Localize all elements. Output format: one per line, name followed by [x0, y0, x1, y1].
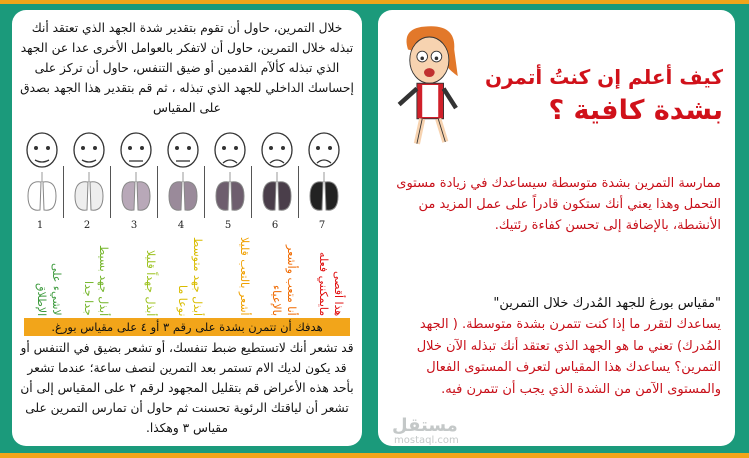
scale-number: 3: [130, 220, 138, 231]
face-and-lungs-icon: [308, 132, 340, 211]
warning-text: قد تشعر أنك لاتستطيع ضبط تنفسك، أو تشعر …: [20, 341, 354, 435]
watermark-logo: مستقل: [392, 415, 458, 436]
face-and-lungs-icon: [167, 132, 199, 211]
face-and-lungs-icon: [214, 132, 246, 211]
intro-text: خلال التمرين، حاول أن تقوم بتقدير شدة ال…: [20, 21, 354, 115]
borg-scale: 1 لاشيء على الإطلاق 2 أبذل جهد بسيط جدا جد…: [18, 126, 356, 316]
scale-divider: [298, 166, 299, 218]
scale-number: 1: [36, 220, 44, 231]
scale-label: هذا أقصى مايمكنني فعله: [317, 251, 345, 316]
scale-label: أبذل جهد بسيط جدا جدا: [82, 244, 110, 316]
face-and-lungs-icon: [261, 132, 293, 211]
borg-description: يساعدك لتقرر ما إذا كنت تتمرن بشدة متوسط…: [416, 317, 721, 397]
goal-highlight: هدفك أن تتمرن بشدة على رقم ٣ أو ٤ على مق…: [24, 318, 350, 336]
scale-level-7: 7 هذا أقصى مايمكنني فعله: [300, 126, 345, 316]
benefit-text: ممارسة التمرين بشدة متوسطة سيساعدك في زي…: [396, 176, 721, 233]
scale-level-5: 5 أشعر بالتعب قليلا: [206, 126, 252, 316]
watermark-url: mostaql.com: [394, 435, 459, 446]
scale-number: 7: [318, 220, 326, 231]
face-and-lungs-icon: [26, 132, 58, 211]
scale-level-2: 2 أبذل جهد بسيط جدا جدا: [65, 126, 111, 316]
info-card: كيف أعلم إن كنتُ أتمرن بشدة كافية ؟ ممار…: [378, 10, 735, 446]
borg-scale-card: خلال التمرين، حاول أن تقوم بتقدير شدة ال…: [12, 10, 362, 446]
face-and-lungs-icon: [120, 132, 152, 211]
scale-divider: [110, 166, 111, 218]
scale-label: أنا متعب وأشعر بالإعياء: [270, 245, 298, 316]
borg-scale-heading: "مقياس بورغ للجهد المُدرك خلال التمرين": [493, 296, 721, 311]
title-line-1: كيف أعلم إن كنتُ أتمرن: [484, 65, 723, 89]
scale-number: 2: [83, 220, 91, 231]
page-title: كيف أعلم إن كنتُ أتمرن بشدة كافية ؟: [473, 60, 723, 128]
scale-divider: [157, 166, 158, 218]
scale-level-3: 3 أبذل جهداً قليلا: [112, 126, 158, 316]
scale-number: 6: [271, 220, 279, 231]
scale-divider: [63, 166, 64, 218]
face-and-lungs-icon: [73, 132, 105, 211]
scale-level-6: 6 أنا متعب وأشعر بالإعياء: [253, 126, 299, 316]
scale-number: 5: [224, 220, 232, 231]
scale-divider: [204, 166, 205, 218]
scale-label: أشعر بالتعب قليلا: [238, 237, 251, 316]
scale-divider: [251, 166, 252, 218]
scale-number: 4: [177, 220, 185, 231]
scale-level-4: 4 أبذل جهد متوسط نوعا ما: [159, 126, 205, 316]
tired-runner-illustration: [397, 26, 458, 145]
title-line-2: بشدة كافية ؟: [548, 95, 723, 126]
scale-label: أبذل جهداً قليلا: [144, 249, 157, 316]
scale-label: أبذل جهد متوسط نوعا ما: [176, 236, 204, 316]
scale-level-1: 1 لاشيء على الإطلاق: [18, 126, 64, 316]
scale-label: لاشيء على الإطلاق: [35, 263, 63, 316]
